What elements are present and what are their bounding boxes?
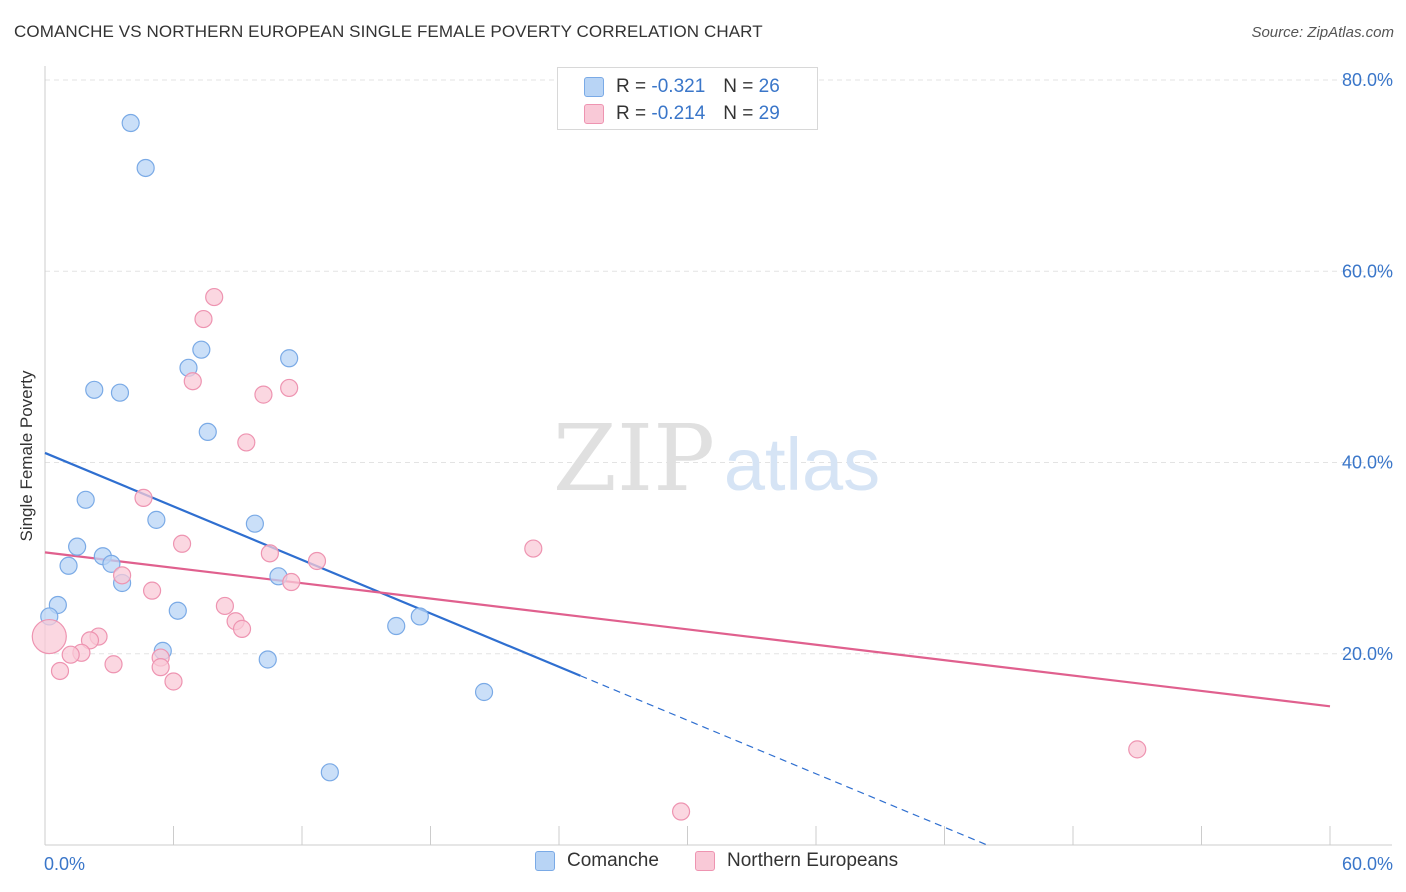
comanche-point-24 (474, 682, 494, 702)
comanche-point-10 (245, 514, 264, 533)
comanche-point-13 (102, 554, 121, 573)
series-legend: Comanche Northern Europeans (0, 850, 1406, 880)
y-axis-label: Single Female Poverty (17, 370, 36, 542)
comanche-legend-swatch (535, 851, 555, 871)
northern-legend-swatch (695, 851, 715, 871)
northern-point-5 (237, 433, 256, 452)
y-tick-label-60: 60.0% (1342, 261, 1393, 281)
northern-point-19 (80, 631, 100, 650)
chart-title: COMANCHE VS NORTHERN EUROPEAN SINGLE FEM… (14, 22, 763, 41)
northern-point-25 (50, 661, 70, 681)
northern-point-12 (282, 572, 301, 592)
comanche-point-3 (280, 349, 299, 368)
comanche-point-11 (68, 537, 87, 556)
comanche-point-6 (110, 383, 130, 402)
northern-point-23 (104, 655, 123, 674)
comanche-point-18 (168, 601, 187, 620)
r-label: R = (616, 76, 647, 97)
northern-point-26 (164, 672, 183, 691)
northern-n-value: 29 (758, 103, 780, 124)
comanche-swatch (584, 77, 604, 97)
watermark-zip: ZIP (553, 405, 715, 512)
comanche-point-9 (147, 510, 166, 529)
northern-point-16 (232, 619, 252, 638)
tick-labels: 20.0% 40.0% 60.0% 80.0% 0.0% 60.0% (44, 70, 1393, 874)
legend-label-comanche: Comanche (567, 850, 659, 871)
comanche-point-21 (410, 607, 429, 626)
comanche-point-14 (59, 556, 78, 575)
northern-point-6 (134, 488, 153, 507)
northern-point-9 (260, 544, 279, 563)
legend-label-northern: Northern Europeans (727, 850, 899, 871)
comanche-point-5 (85, 380, 104, 399)
northern-point-28 (671, 802, 691, 821)
northern-swatch (584, 104, 604, 124)
northern-point-14 (215, 596, 234, 616)
x-tick-label-max: 60.0% (1342, 854, 1393, 874)
y-tick-label-20: 20.0% (1342, 644, 1393, 664)
comanche-point-0 (121, 113, 140, 133)
n-label: N = (723, 76, 754, 97)
legend-item-northern[interactable]: Northern Europeans (695, 850, 898, 872)
watermark: ZIP atlas (553, 405, 880, 512)
correlation-legend: R = -0.321 N = 26 R = -0.214 N = 29 (557, 67, 818, 130)
northern-point-11 (112, 566, 132, 585)
legend-row-comanche: R = -0.321 N = 26 (584, 74, 780, 100)
axes (44, 66, 1392, 846)
watermark-atlas: atlas (724, 423, 880, 506)
y-tick-label-40: 40.0% (1342, 453, 1393, 473)
data-points (31, 113, 1147, 821)
legend-row-northern: R = -0.214 N = 29 (584, 101, 780, 127)
comanche-point-23 (258, 650, 277, 669)
northern-point-7 (172, 534, 192, 553)
x-tick-label-min: 0.0% (44, 854, 85, 874)
northern-trend-line (44, 551, 1331, 708)
northern-r-value: -0.214 (651, 103, 706, 124)
comanche-trend-extension (580, 675, 988, 846)
r-label: R = (616, 103, 647, 124)
n-label: N = (723, 103, 754, 124)
northern-point-27 (1128, 740, 1147, 759)
northern-point-2 (183, 372, 202, 391)
northern-point-1 (194, 309, 213, 329)
northern-point-0 (205, 287, 224, 307)
legend-item-comanche[interactable]: Comanche (535, 850, 659, 872)
comanche-point-1 (136, 158, 155, 178)
northern-point-10 (307, 551, 327, 571)
northern-point-4 (254, 385, 273, 404)
comanche-point-8 (76, 490, 95, 509)
comanche-n-value: 26 (758, 76, 780, 97)
comanche-point-25 (320, 763, 339, 782)
northern-point-17 (31, 618, 67, 655)
comanche-r-value: -0.321 (651, 76, 706, 97)
comanche-point-7 (198, 422, 217, 441)
northern-point-24 (151, 658, 170, 677)
northern-point-8 (524, 539, 543, 558)
gridlines (45, 79, 1392, 655)
comanche-point-20 (387, 616, 406, 636)
comanche-point-2 (192, 340, 211, 359)
northern-point-13 (142, 581, 162, 600)
northern-point-3 (280, 378, 299, 398)
northern-point-21 (61, 645, 80, 664)
chart-source: Source: ZipAtlas.com (1251, 24, 1394, 41)
y-tick-label-80: 80.0% (1342, 70, 1393, 90)
